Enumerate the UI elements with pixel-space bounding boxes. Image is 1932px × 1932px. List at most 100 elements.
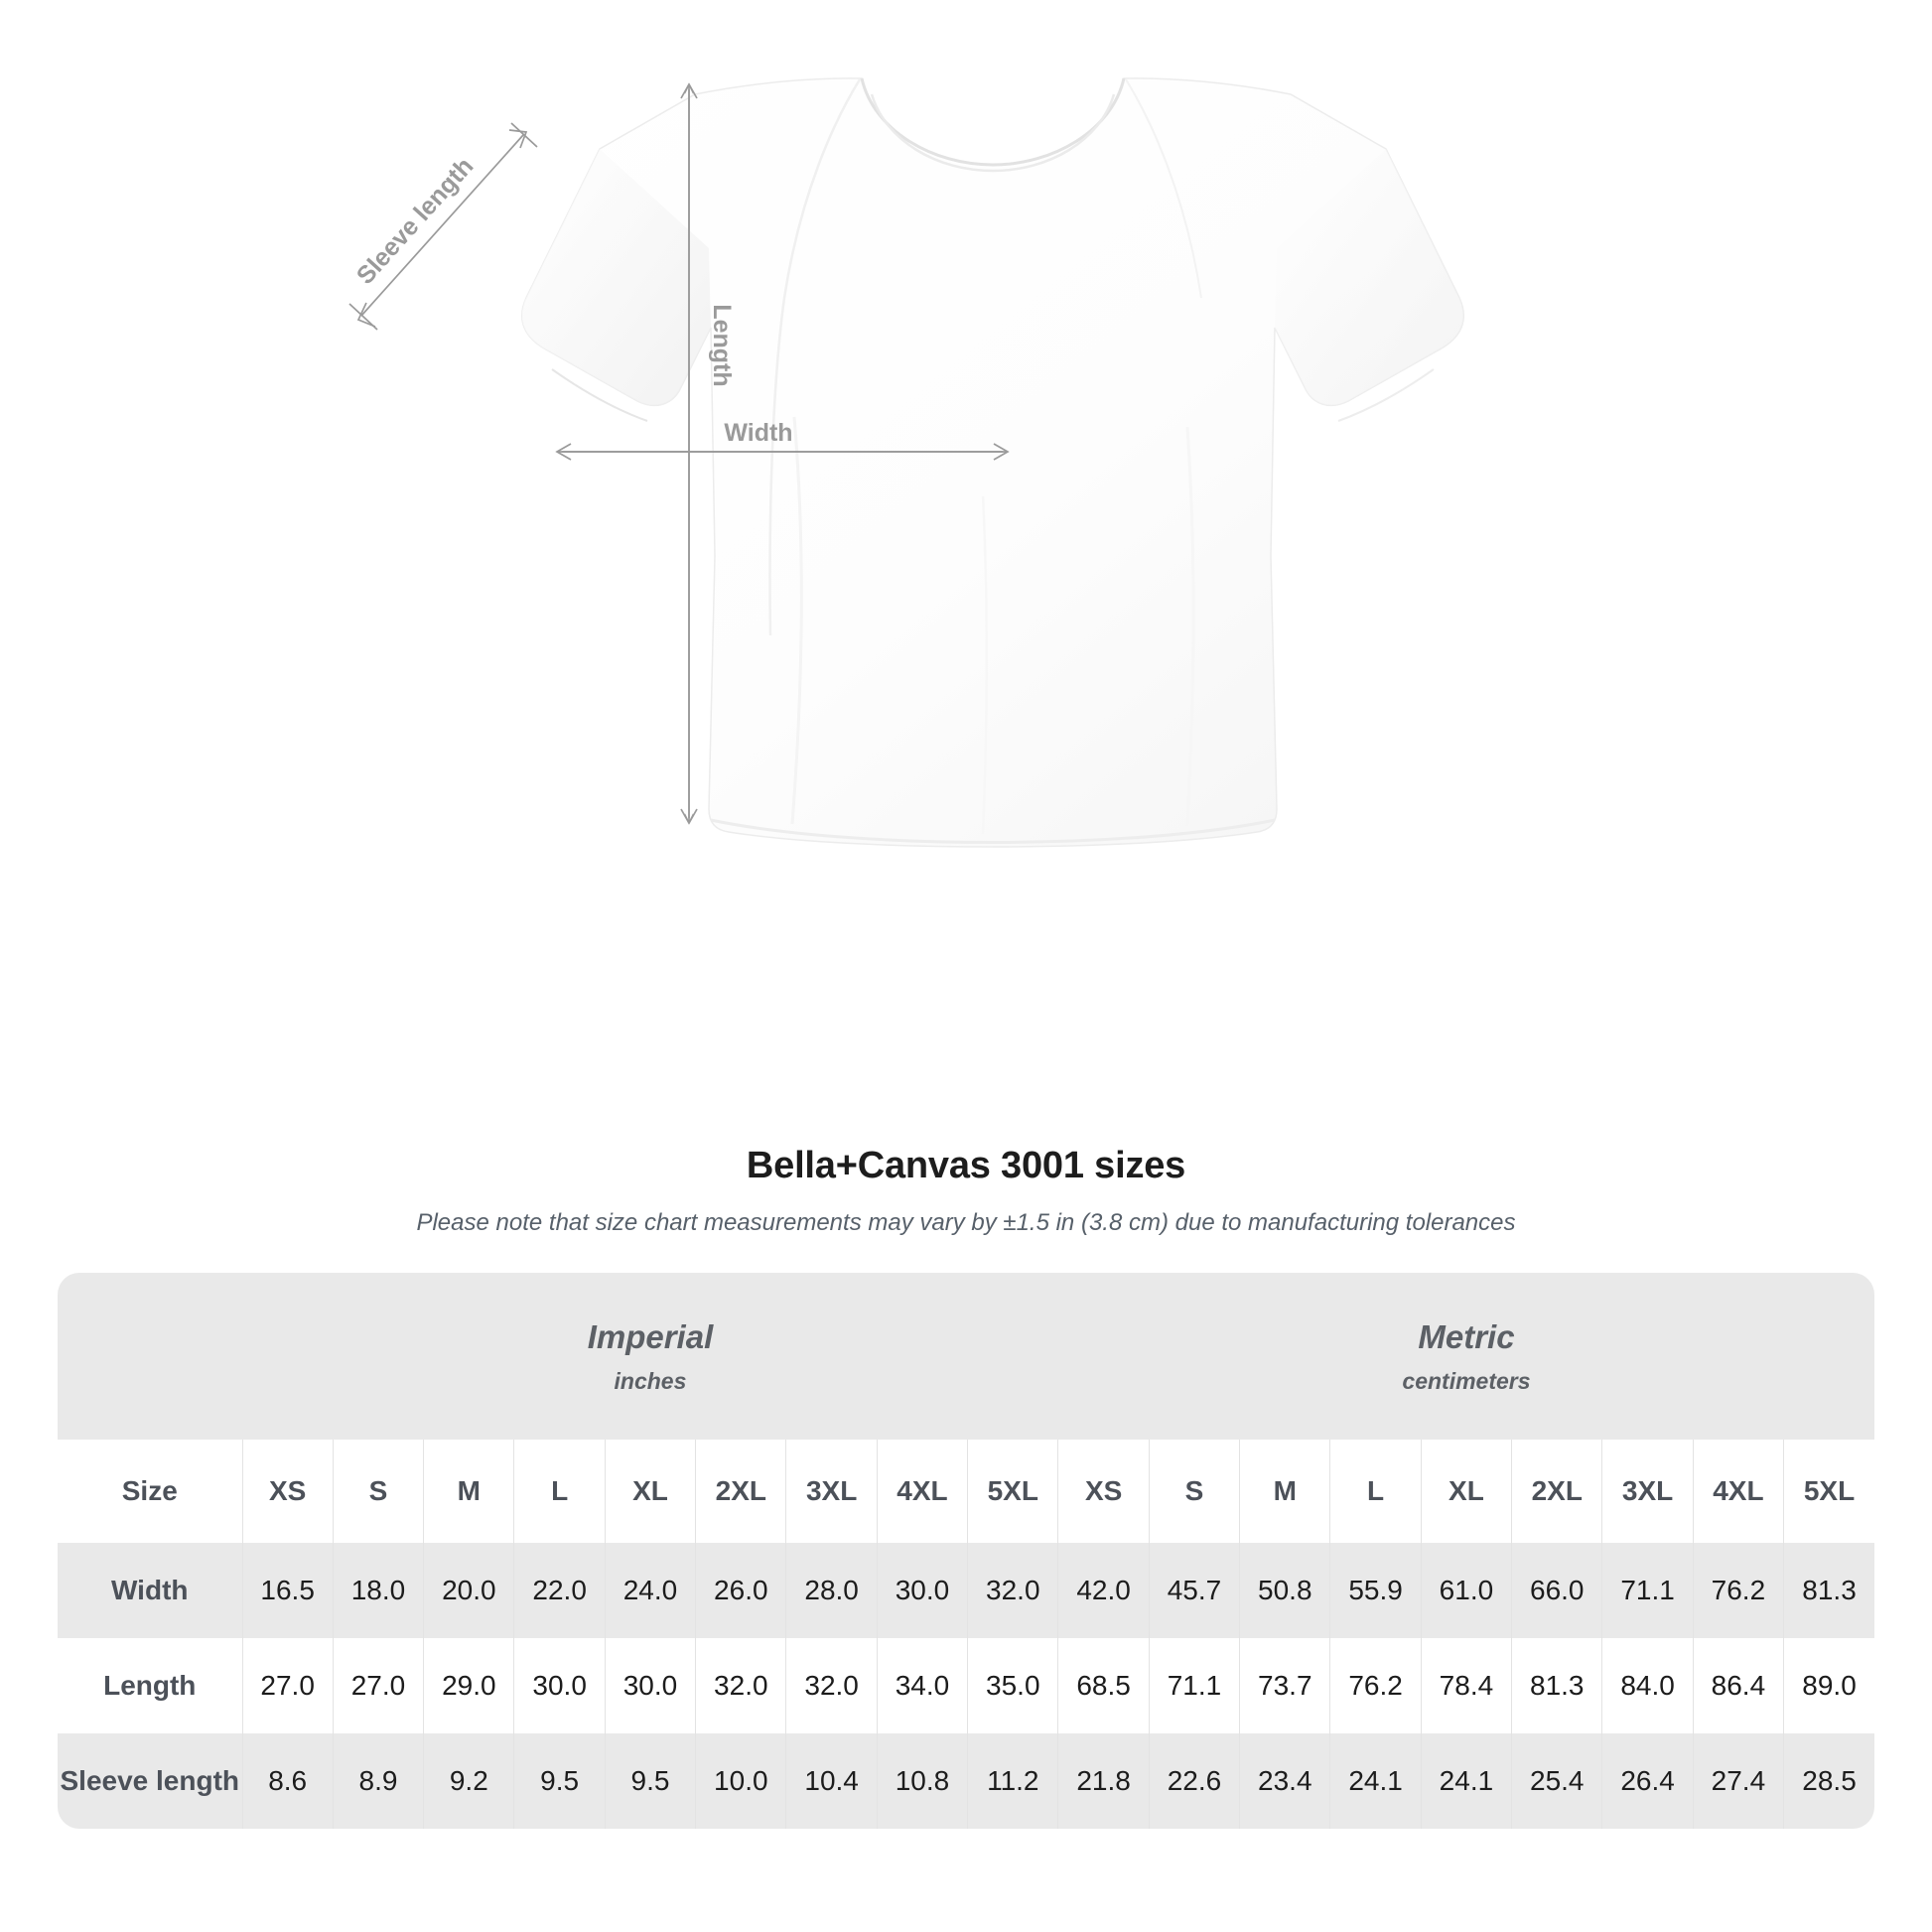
cell-sleeve-length-cm-3xl: 26.4 (1601, 1733, 1694, 1829)
cell-length-in-s: 27.0 (332, 1638, 424, 1733)
tshirt-body-shape (521, 77, 1464, 848)
size-header-metric-m: M (1239, 1440, 1330, 1543)
size-header-metric-s: S (1148, 1440, 1240, 1543)
cell-sleeve-length-in-xl: 9.5 (604, 1733, 696, 1829)
cell-width-in-xs: 16.5 (241, 1543, 334, 1638)
table-row: Width 16.5 18.0 20.0 22.0 24.0 26.0 28.0 30.0 32.… (58, 1543, 1874, 1638)
size-header-imperial-s: S (332, 1440, 424, 1543)
cell-width-cm-xs: 42.0 (1057, 1543, 1150, 1638)
cell-sleeve-length-cm-m: 23.4 (1239, 1733, 1330, 1829)
unit-band-row: Imperial inches Metric centimeters (58, 1273, 1874, 1440)
cell-width-in-xl: 24.0 (604, 1543, 696, 1638)
cell-sleeve-length-in-2xl: 10.0 (695, 1733, 786, 1829)
row-label-width: Width (58, 1543, 242, 1638)
cell-length-in-xs: 27.0 (241, 1638, 334, 1733)
sleeve-length-label: Sleeve length (351, 152, 480, 290)
unit-name-metric: Metric (1418, 1317, 1515, 1355)
row-label-length: Length (58, 1638, 242, 1733)
cell-sleeve-length-in-xs: 8.6 (241, 1733, 334, 1829)
cell-sleeve-length-cm-5xl: 28.5 (1783, 1733, 1874, 1829)
size-table: Imperial inches Metric centimeters Size … (58, 1273, 1874, 1829)
width-dimension-line (555, 443, 1010, 461)
cell-length-cm-5xl: 89.0 (1783, 1638, 1874, 1733)
cell-width-cm-xl: 61.0 (1420, 1543, 1512, 1638)
tolerance-note: Please note that size chart measurements… (416, 1208, 1516, 1236)
size-header-metric-xl: XL (1420, 1440, 1512, 1543)
size-header-imperial-xs: XS (241, 1440, 334, 1543)
length-label: Length (708, 304, 736, 386)
size-header-metric-2xl: 2XL (1511, 1440, 1602, 1543)
unit-sub-imperial: inches (614, 1367, 687, 1394)
cell-length-in-5xl: 35.0 (967, 1638, 1058, 1733)
row-label-sleeve-length: Sleeve length (58, 1733, 242, 1829)
size-table-body: Width 16.5 18.0 20.0 22.0 24.0 26.0 28.0 30.0 32.… (58, 1543, 1874, 1829)
cell-length-cm-l: 76.2 (1329, 1638, 1422, 1733)
length-dimension-line (680, 82, 698, 825)
size-header-imperial-2xl: 2XL (695, 1440, 786, 1543)
cell-length-cm-3xl: 84.0 (1601, 1638, 1694, 1733)
table-row: Sleeve length 8.6 8.9 9.2 9.5 9.5 10.0 10.4 10.8… (58, 1733, 1874, 1829)
size-header-metric-4xl: 4XL (1692, 1440, 1784, 1543)
cell-sleeve-length-in-5xl: 11.2 (967, 1733, 1058, 1829)
size-header-imperial-l: L (513, 1440, 606, 1543)
size-header-imperial-3xl: 3XL (785, 1440, 878, 1543)
unit-group-imperial: Imperial inches (242, 1273, 1058, 1440)
size-header-imperial-5xl: 5XL (967, 1440, 1058, 1543)
size-header-metric-l: L (1329, 1440, 1422, 1543)
cell-length-cm-2xl: 81.3 (1511, 1638, 1602, 1733)
cell-width-in-2xl: 26.0 (695, 1543, 786, 1638)
cell-width-cm-5xl: 81.3 (1783, 1543, 1874, 1638)
cell-width-cm-3xl: 71.1 (1601, 1543, 1694, 1638)
cell-length-cm-s: 71.1 (1148, 1638, 1240, 1733)
cell-sleeve-length-cm-xl: 24.1 (1420, 1733, 1512, 1829)
cell-sleeve-length-cm-s: 22.6 (1148, 1733, 1240, 1829)
size-header-metric-xs: XS (1057, 1440, 1150, 1543)
size-header-imperial-4xl: 4XL (876, 1440, 968, 1543)
size-header-imperial-m: M (423, 1440, 514, 1543)
cell-length-in-xl: 30.0 (604, 1638, 696, 1733)
cell-width-in-s: 18.0 (332, 1543, 424, 1638)
size-header-metric-3xl: 3XL (1601, 1440, 1694, 1543)
cell-width-in-5xl: 32.0 (967, 1543, 1058, 1638)
cell-width-in-4xl: 30.0 (876, 1543, 968, 1638)
cell-sleeve-length-cm-xs: 21.8 (1057, 1733, 1150, 1829)
cell-width-cm-2xl: 66.0 (1511, 1543, 1602, 1638)
tshirt-diagram: Sleeve length Length Width (348, 77, 1464, 848)
unit-name-imperial: Imperial (587, 1317, 714, 1355)
size-header-imperial-xl: XL (604, 1440, 696, 1543)
cell-width-in-l: 22.0 (513, 1543, 606, 1638)
cell-width-cm-m: 50.8 (1239, 1543, 1330, 1638)
cell-width-cm-l: 55.9 (1329, 1543, 1422, 1638)
sleeve-dimension-line (348, 122, 538, 331)
cell-length-cm-xs: 68.5 (1057, 1638, 1150, 1733)
cell-sleeve-length-cm-l: 24.1 (1329, 1733, 1422, 1829)
size-header-row: Size XS S M L XL 2XL 3XL 4XL 5XL XS S M L XL 2XL 3XL 4XL… (58, 1440, 1874, 1543)
size-header-metric-5xl: 5XL (1783, 1440, 1874, 1543)
cell-length-in-3xl: 32.0 (785, 1638, 878, 1733)
unit-spacer-cell (58, 1273, 242, 1440)
width-label: Width (724, 419, 792, 447)
column-header-size: Size (58, 1440, 242, 1543)
cell-width-cm-s: 45.7 (1148, 1543, 1240, 1638)
unit-group-metric: Metric centimeters (1057, 1273, 1874, 1440)
unit-sub-metric: centimeters (1402, 1367, 1531, 1394)
cell-length-in-4xl: 34.0 (876, 1638, 968, 1733)
cell-length-in-m: 29.0 (423, 1638, 514, 1733)
cell-sleeve-length-in-l: 9.5 (513, 1733, 606, 1829)
cell-length-in-2xl: 32.0 (695, 1638, 786, 1733)
cell-sleeve-length-in-s: 8.9 (332, 1733, 424, 1829)
cell-width-in-3xl: 28.0 (785, 1543, 878, 1638)
cell-width-cm-4xl: 76.2 (1692, 1543, 1784, 1638)
cell-sleeve-length-cm-4xl: 27.4 (1692, 1733, 1784, 1829)
table-row: Length 27.0 27.0 29.0 30.0 30.0 32.0 32.0 34.0 35… (58, 1638, 1874, 1733)
cell-length-cm-m: 73.7 (1239, 1638, 1330, 1733)
cell-sleeve-length-in-3xl: 10.4 (785, 1733, 878, 1829)
cell-sleeve-length-in-m: 9.2 (423, 1733, 514, 1829)
cell-length-cm-xl: 78.4 (1420, 1638, 1512, 1733)
page-title: Bella+Canvas 3001 sizes (746, 1145, 1186, 1186)
chart-header: Bella+Canvas 3001 sizes Please note that… (0, 1144, 1932, 1238)
cell-sleeve-length-cm-2xl: 25.4 (1511, 1733, 1602, 1829)
cell-length-in-l: 30.0 (513, 1638, 606, 1733)
cell-sleeve-length-in-4xl: 10.8 (876, 1733, 968, 1829)
